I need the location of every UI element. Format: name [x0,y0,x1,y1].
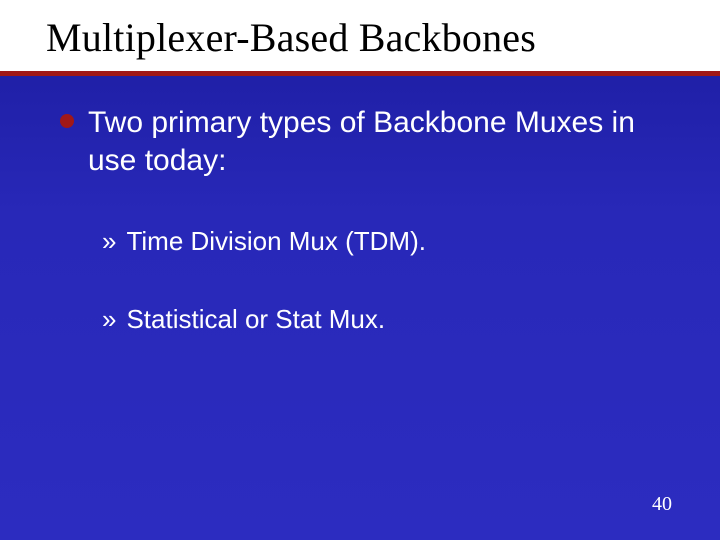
sub-bullet: » Statistical or Stat Mux. [102,303,680,337]
page-number: 40 [652,493,672,516]
sub-bullet: » Time Division Mux (TDM). [102,225,680,259]
sub-point-text: Time Division Mux (TDM). [126,225,425,259]
title-area: Multiplexer-Based Backbones [0,0,720,71]
guillemet-icon: » [102,225,116,259]
slide-title: Multiplexer-Based Backbones [46,14,700,61]
main-point-text: Two primary types of Backbone Muxes in u… [88,104,680,181]
content-area: Two primary types of Backbone Muxes in u… [0,76,720,336]
guillemet-icon: » [102,303,116,337]
sub-point-text: Statistical or Stat Mux. [126,303,385,337]
slide: Multiplexer-Based Backbones Two primary … [0,0,720,540]
main-bullet: Two primary types of Backbone Muxes in u… [60,104,680,181]
bullet-dot-icon [60,114,74,128]
